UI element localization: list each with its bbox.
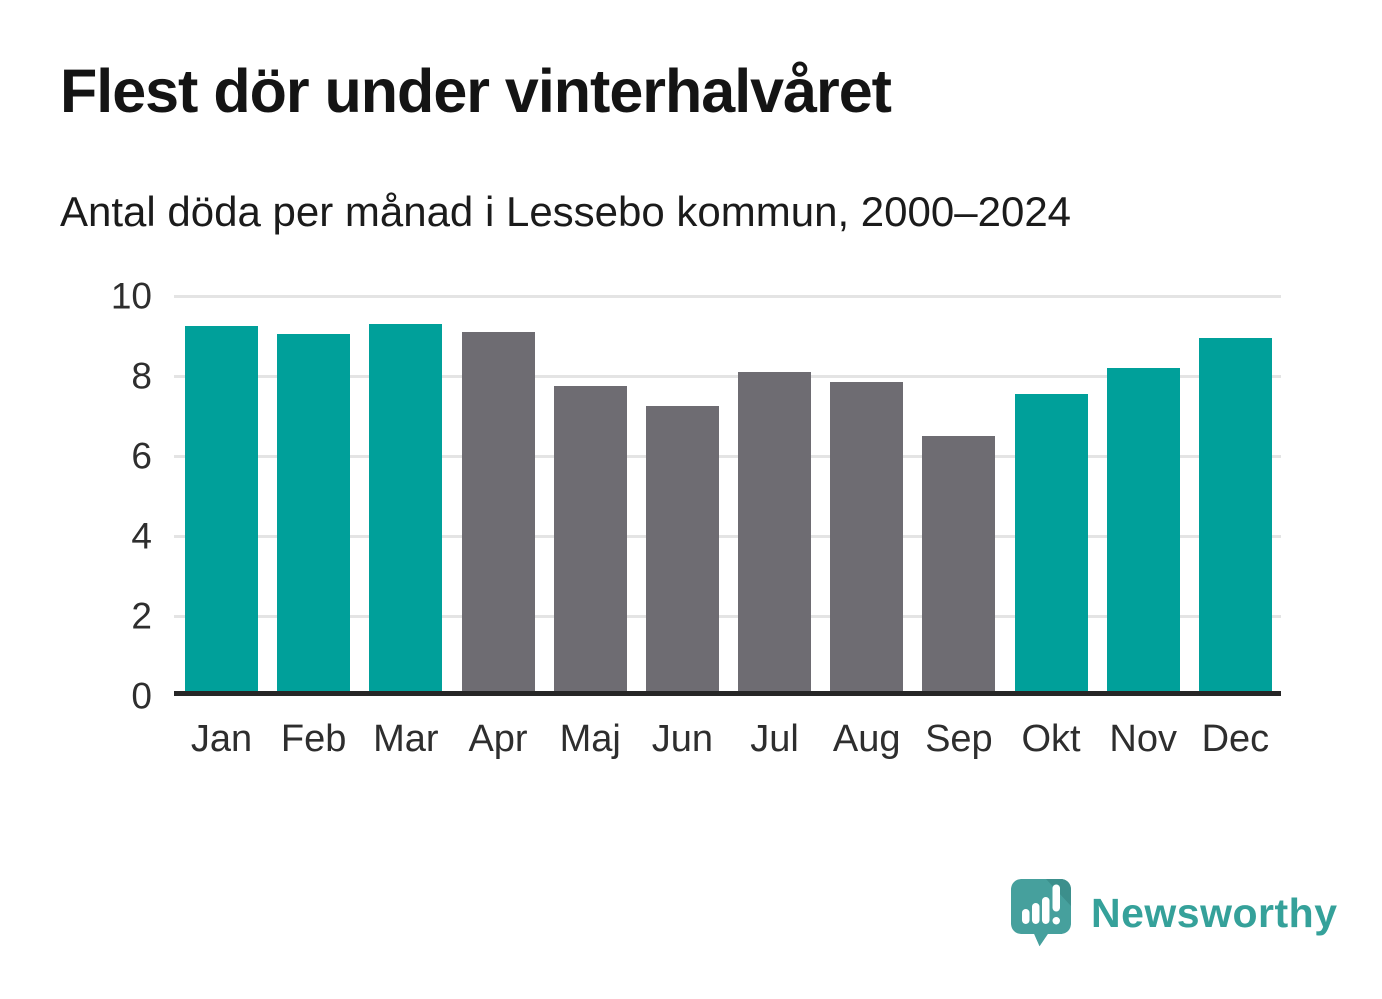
x-axis-label-mar: Mar	[373, 718, 439, 760]
y-axis-tick-label-4: 4	[131, 515, 152, 557]
x-axis-label-sep: Sep	[925, 718, 993, 760]
y-axis-tick-label-0: 0	[131, 675, 152, 717]
bar-jul	[738, 372, 812, 696]
gridline-4	[174, 535, 1281, 538]
bar-dec	[1198, 338, 1272, 696]
chart-title: Flest dör under vinterhalvåret	[60, 57, 892, 125]
logo-chart-bar	[1032, 903, 1040, 924]
bar-feb	[277, 334, 351, 696]
plot-area	[174, 295, 1281, 696]
gridline-8	[174, 375, 1281, 378]
logo-chart-bar	[1042, 897, 1050, 924]
x-axis-label-aug: Aug	[832, 718, 901, 760]
x-axis-label-maj: Maj	[559, 718, 621, 760]
x-axis-label-jul: Jul	[750, 718, 799, 760]
bar-maj	[553, 386, 627, 696]
newsworthy-logo: Newsworthy	[1010, 878, 1338, 948]
y-axis: 0 2 4 6 8 10	[0, 278, 152, 715]
logo-chart-bar	[1022, 909, 1030, 924]
logo-exclamation-dot	[1052, 917, 1060, 925]
x-axis-label-feb: Feb	[280, 718, 347, 760]
bars-row	[177, 296, 1281, 696]
newsworthy-wordmark: Newsworthy	[1091, 889, 1338, 936]
bar-apr	[461, 332, 535, 696]
x-axis-label-nov: Nov	[1109, 718, 1177, 760]
x-axis-label-dec: Dec	[1201, 718, 1270, 760]
bar-okt	[1014, 394, 1088, 696]
x-axis-label-jun: Jun	[651, 718, 713, 760]
bar-sep	[922, 436, 996, 696]
y-axis-tick-label-2: 2	[131, 595, 152, 637]
x-axis-label-jan: Jan	[190, 718, 253, 760]
bar-jan	[185, 326, 258, 696]
x-axis-label-apr: Apr	[468, 718, 528, 760]
y-axis-tick-label-10: 10	[110, 275, 152, 317]
x-axis-baseline	[174, 691, 1281, 696]
bar-nov	[1106, 368, 1180, 696]
logo-exclamation-stem	[1052, 884, 1060, 912]
y-axis-tick-label-8: 8	[131, 355, 152, 397]
gridline-10	[174, 295, 1281, 298]
newsworthy-logo-icon	[1011, 879, 1071, 947]
bar-jun	[645, 406, 719, 696]
y-axis-tick-label-6: 6	[131, 435, 152, 477]
gridline-6	[174, 455, 1281, 458]
chart-subtitle: Antal döda per månad i Lessebo kommun, 2…	[60, 188, 1072, 235]
x-axis: Jan Feb Mar Apr Maj Jun Jul Aug Sep Okt Nov Dec	[177, 718, 1281, 761]
bar-aug	[830, 382, 904, 696]
x-axis-label-okt: Okt	[1021, 718, 1081, 760]
gridline-2	[174, 615, 1281, 618]
bar-mar	[369, 324, 443, 696]
